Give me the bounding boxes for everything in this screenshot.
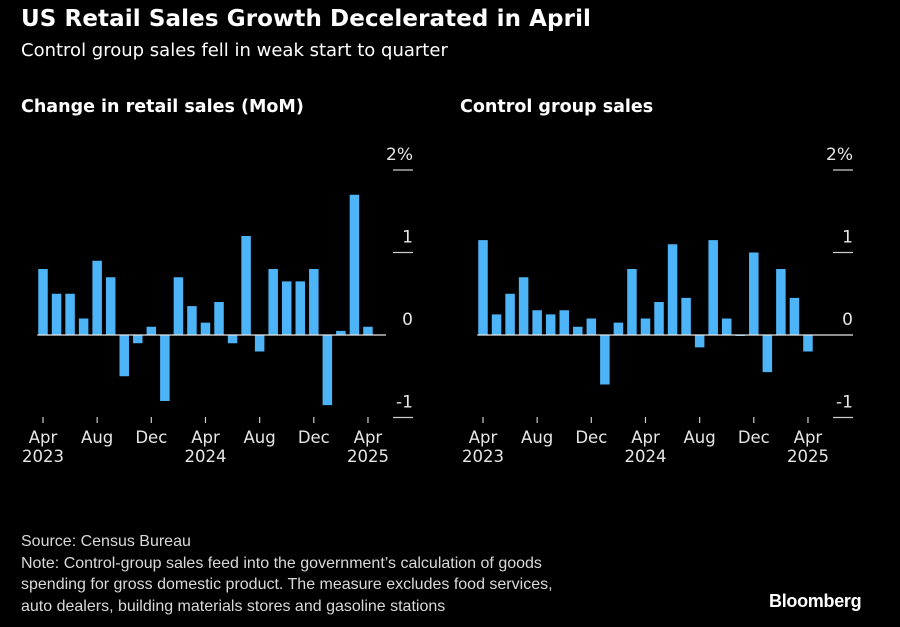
note-line: Note: Control-group sales feed into the …	[21, 554, 542, 572]
bar	[322, 335, 333, 406]
bar	[532, 310, 542, 335]
x-tick-label-month: Apr	[29, 428, 58, 447]
x-tick-label-month: Aug	[684, 428, 716, 447]
x-tick-label-year: 2023	[22, 447, 64, 466]
panel-title-control-group: Control group sales	[460, 97, 654, 117]
x-tick-label-year: 2024	[624, 447, 666, 466]
x-tick-label-month: Dec	[298, 428, 330, 447]
bar	[721, 318, 732, 335]
x-tick-label-month: Dec	[738, 428, 770, 447]
bar	[776, 269, 786, 335]
bar	[146, 326, 157, 335]
bar	[268, 269, 278, 335]
bar	[295, 281, 306, 335]
bar	[694, 335, 705, 348]
bar	[762, 335, 773, 373]
bar	[160, 335, 170, 401]
bar	[173, 277, 184, 335]
bar	[654, 302, 664, 335]
x-tick-label-year: 2025	[787, 447, 829, 466]
bar	[133, 335, 143, 344]
bar	[491, 314, 502, 335]
bar	[214, 302, 224, 335]
note-line: auto dealers, building materials stores …	[21, 597, 446, 615]
bar	[559, 310, 569, 335]
bar	[600, 335, 610, 385]
x-tick-label-year: 2023	[462, 447, 504, 466]
chart-title: US Retail Sales Growth Decelerated in Ap…	[21, 6, 592, 32]
y-tick-label: 1	[842, 228, 853, 248]
bar	[478, 240, 488, 335]
bar	[105, 277, 116, 335]
x-tick-label-month: Apr	[794, 428, 823, 447]
bar	[200, 322, 211, 335]
bar	[749, 252, 759, 335]
bar	[708, 240, 718, 335]
bar	[51, 293, 62, 335]
bar	[309, 269, 319, 335]
bar	[187, 306, 197, 335]
bar	[65, 293, 75, 335]
note-line: spending for gross domestic product. The…	[21, 576, 553, 593]
bar	[119, 335, 129, 377]
bar	[545, 314, 556, 335]
bar	[505, 293, 515, 335]
x-tick-label-year: 2024	[184, 447, 226, 466]
bar	[241, 236, 251, 335]
bar	[92, 260, 102, 335]
bar	[227, 335, 238, 344]
x-tick-label-month: Apr	[354, 428, 383, 447]
bar	[613, 322, 624, 335]
x-tick-label-month: Aug	[521, 428, 553, 447]
x-tick-label-month: Dec	[575, 428, 607, 447]
bar	[640, 318, 651, 335]
chart-subtitle: Control group sales fell in weak start t…	[21, 40, 448, 61]
x-tick-label-month: Apr	[631, 428, 660, 447]
footer-notes: Source: Census Bureau Note: Control-grou…	[21, 531, 553, 617]
bar	[667, 244, 678, 335]
source-text: Source: Census Bureau	[21, 533, 191, 550]
y-tick-label: 2%	[386, 145, 413, 165]
y-tick-label: 1	[402, 228, 413, 248]
y-tick-label: 0	[842, 310, 853, 330]
bar	[586, 318, 597, 335]
x-tick-label-month: Apr	[191, 428, 220, 447]
x-tick-label-month: Aug	[244, 428, 276, 447]
bar	[363, 326, 373, 335]
bar	[349, 194, 360, 335]
y-tick-label: -1	[836, 393, 853, 413]
y-tick-label: 2%	[826, 145, 853, 165]
bar	[681, 297, 691, 335]
x-tick-label-month: Apr	[469, 428, 498, 447]
bar	[281, 281, 292, 335]
bar	[573, 326, 583, 335]
y-tick-label: 0	[402, 310, 413, 330]
bar	[38, 269, 48, 335]
bar	[789, 297, 800, 335]
bar	[627, 269, 637, 335]
bar	[336, 330, 346, 335]
bar	[254, 335, 265, 352]
bar	[518, 277, 529, 335]
panel-title-retail-sales: Change in retail sales (MoM)	[21, 97, 304, 117]
x-tick-label-year: 2025	[347, 447, 389, 466]
bar	[78, 318, 89, 335]
bar	[803, 335, 813, 352]
y-tick-label: -1	[396, 393, 413, 413]
x-tick-label-month: Dec	[135, 428, 167, 447]
x-tick-label-month: Aug	[81, 428, 113, 447]
bloomberg-logo: Bloomberg	[769, 591, 862, 611]
